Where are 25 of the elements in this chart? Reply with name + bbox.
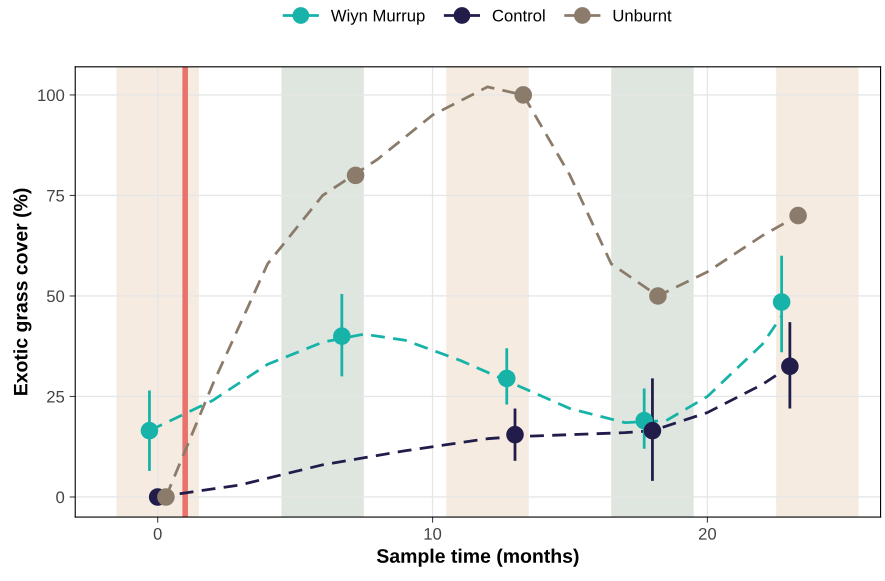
y-tick-label: 25	[47, 390, 64, 403]
point	[333, 327, 351, 345]
point	[506, 426, 524, 444]
point	[781, 358, 799, 376]
point	[498, 370, 516, 388]
y-tick-label: 0	[56, 491, 64, 504]
point	[140, 422, 158, 440]
x-tick-label: 20	[698, 528, 716, 540]
x-tick-label: 10	[424, 528, 442, 540]
y-tick-label: 100	[38, 89, 64, 102]
point	[346, 166, 364, 184]
point	[157, 488, 175, 506]
point	[772, 293, 790, 311]
legend-label: Unburnt	[614, 9, 672, 22]
point	[514, 86, 532, 104]
point	[789, 206, 807, 224]
point	[644, 422, 662, 440]
y-tick-label: 50	[46, 290, 64, 302]
legend-label: Wiyn Murrup	[330, 9, 425, 25]
y-axis-title: Exotic grass cover (%)	[13, 188, 32, 395]
x-axis-title: Sample time (months)	[376, 548, 578, 567]
x-tick-label: 0	[154, 528, 162, 540]
point	[649, 287, 667, 305]
legend-label: Control	[492, 9, 545, 22]
y-tick-label: 75	[47, 190, 64, 202]
